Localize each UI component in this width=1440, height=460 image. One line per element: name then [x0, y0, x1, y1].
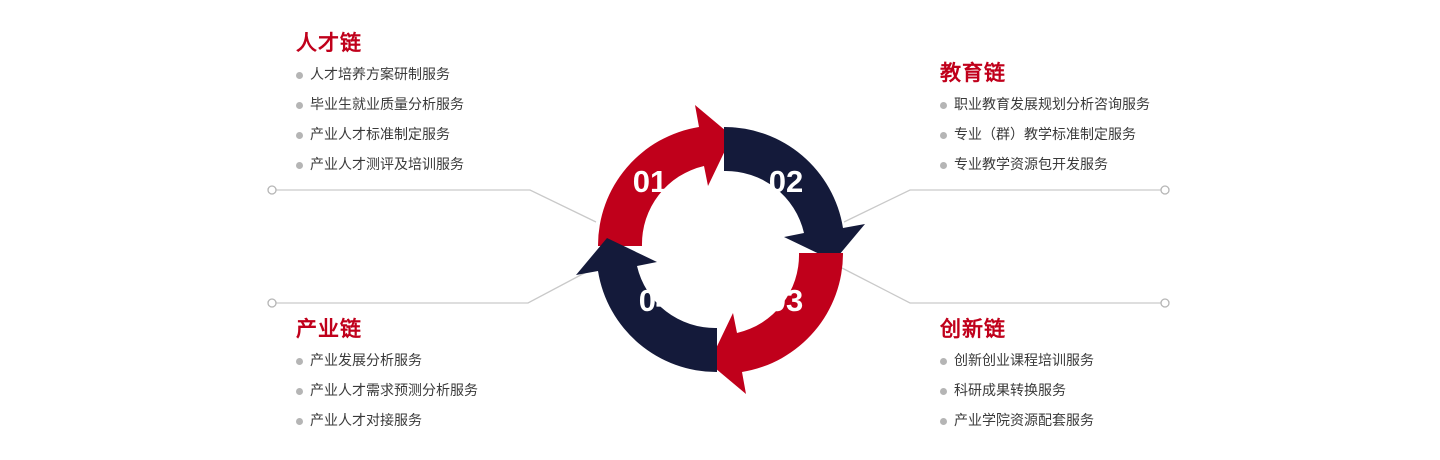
list-item: 产业发展分析服务 — [296, 346, 478, 376]
education-chain-title: 教育链 — [940, 61, 1006, 85]
connector-endpoint-education — [1160, 185, 1170, 195]
talent-chain-group: 人才链 人才培养方案研制服务 毕业生就业质量分析服务 产业人才标准制定服务 产业… — [296, 28, 464, 180]
connector-endpoint-innovation — [1160, 298, 1170, 308]
list-item: 专业教学资源包开发服务 — [940, 150, 1150, 180]
connector-endpoint-industry — [267, 298, 277, 308]
industry-chain-title: 产业链 — [296, 317, 362, 341]
list-item: 产业人才需求预测分析服务 — [296, 376, 478, 406]
list-item: 职业教育发展规划分析咨询服务 — [940, 90, 1150, 120]
connector-talent — [276, 189, 597, 223]
cycle-arrow-02 — [724, 126, 865, 261]
cycle-arrow-03 — [709, 253, 844, 394]
innovation-chain-title: 创新链 — [940, 317, 1006, 341]
list-item: 人才培养方案研制服务 — [296, 60, 464, 90]
stage-number-02: 02 — [769, 164, 803, 199]
connector-innovation — [841, 267, 1161, 304]
list-item: 专业（群）教学标准制定服务 — [940, 120, 1150, 150]
innovation-chain-group: 创新链 创新创业课程培训服务 科研成果转换服务 产业学院资源配套服务 — [940, 314, 1094, 436]
list-item: 产业人才对接服务 — [296, 406, 478, 436]
list-item: 创新创业课程培训服务 — [940, 346, 1094, 376]
connector-education — [843, 189, 1161, 223]
education-chain-group: 教育链 职业教育发展规划分析咨询服务 专业（群）教学标准制定服务 专业教学资源包… — [940, 58, 1150, 180]
talent-chain-title: 人才链 — [296, 31, 362, 55]
list-item: 产业学院资源配套服务 — [940, 406, 1094, 436]
cycle-arrow-04 — [576, 238, 717, 373]
list-item: 产业人才标准制定服务 — [296, 120, 464, 150]
list-item: 毕业生就业质量分析服务 — [296, 90, 464, 120]
stage-number-03: 03 — [769, 283, 803, 318]
connector-endpoint-talent — [267, 185, 277, 195]
list-item: 产业人才测评及培训服务 — [296, 150, 464, 180]
industry-chain-group: 产业链 产业发展分析服务 产业人才需求预测分析服务 产业人才对接服务 — [296, 314, 478, 436]
list-item: 科研成果转换服务 — [940, 376, 1094, 406]
stage-number-01: 01 — [633, 164, 667, 199]
cycle-arrow-01 — [597, 105, 732, 246]
connector-industry — [276, 267, 595, 304]
stage-number-04: 04 — [639, 283, 674, 318]
